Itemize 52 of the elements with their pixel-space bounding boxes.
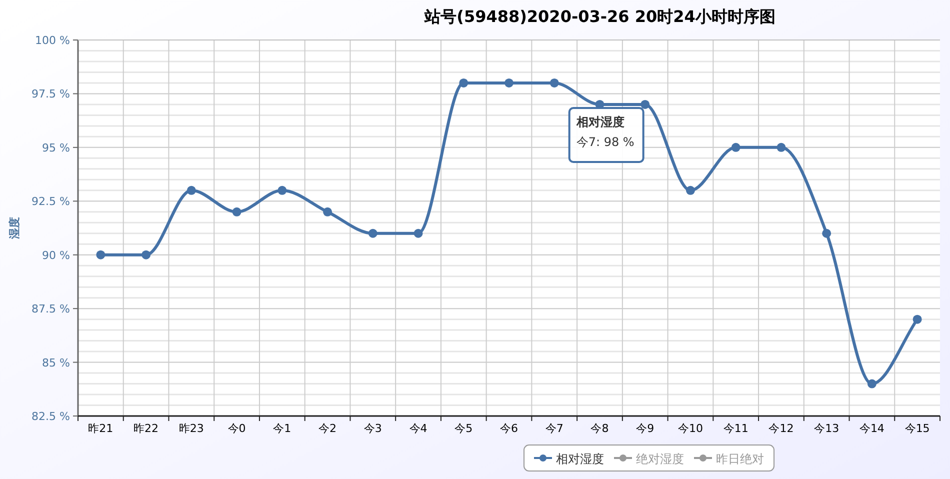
x-tick-label: 今10 — [678, 422, 703, 435]
point — [368, 228, 378, 238]
point — [459, 78, 468, 88]
point — [640, 100, 650, 109]
y-tick-label: 82.5 % — [32, 410, 70, 423]
point — [776, 142, 786, 152]
x-tick-label: 今12 — [768, 422, 794, 435]
point — [686, 186, 695, 195]
y-axis-title: 湿度 — [8, 217, 21, 240]
x-tick-label: 昨22 — [134, 422, 159, 435]
point — [912, 314, 922, 324]
point — [414, 228, 423, 238]
x-tick-label: 今6 — [500, 422, 518, 435]
point — [867, 379, 876, 388]
x-tick-label: 昨23 — [178, 422, 204, 435]
point — [550, 78, 559, 88]
x-tick-label: 今14 — [859, 422, 884, 435]
x-tick-label: 今5 — [454, 422, 473, 435]
x-tick-label: 今15 — [904, 422, 930, 435]
y-tick-label: 95 % — [42, 141, 70, 154]
y-tick-label: 100 % — [35, 34, 70, 47]
x-tick-label: 今8 — [590, 422, 609, 435]
point — [822, 228, 832, 238]
point — [232, 207, 242, 216]
annotation: 相对湿度 — [575, 115, 624, 129]
x-tick-label: 今2 — [318, 422, 337, 435]
y-tick-label: 90 % — [42, 248, 70, 262]
chart-title: 站号(59488)2020-03-26 20时24小时时序图 — [424, 7, 776, 26]
y-tick-label: 85 % — [42, 356, 70, 370]
x-tick-label: 今3 — [364, 422, 382, 435]
legend-label: 昨日绝对 — [716, 452, 764, 466]
point — [323, 207, 332, 216]
x-tick-label: 今13 — [814, 422, 840, 435]
point — [142, 250, 151, 260]
x-tick-label: 今11 — [723, 422, 748, 435]
point — [186, 186, 196, 195]
point — [96, 250, 106, 260]
x-tick-label: 昨21 — [88, 422, 114, 435]
point — [278, 186, 287, 195]
x-tick-label: 今9 — [636, 422, 654, 435]
x-tick-label: 今7 — [545, 422, 564, 435]
x-tick-label: 今0 — [228, 422, 246, 435]
point — [504, 78, 514, 88]
x-tick-label: 今4 — [409, 422, 428, 435]
y-tick-label: 92.5 % — [32, 195, 70, 208]
legend-label: 相对湿度 — [556, 452, 604, 466]
y-tick-label: 87.5 % — [32, 302, 70, 316]
annotation: 今7: 98 % — [576, 135, 634, 149]
x-tick-label: 今1 — [273, 422, 292, 435]
point — [731, 142, 740, 152]
legend-label: 绝对湿度 — [636, 452, 684, 466]
y-tick-label: 97.5 % — [32, 88, 70, 101]
